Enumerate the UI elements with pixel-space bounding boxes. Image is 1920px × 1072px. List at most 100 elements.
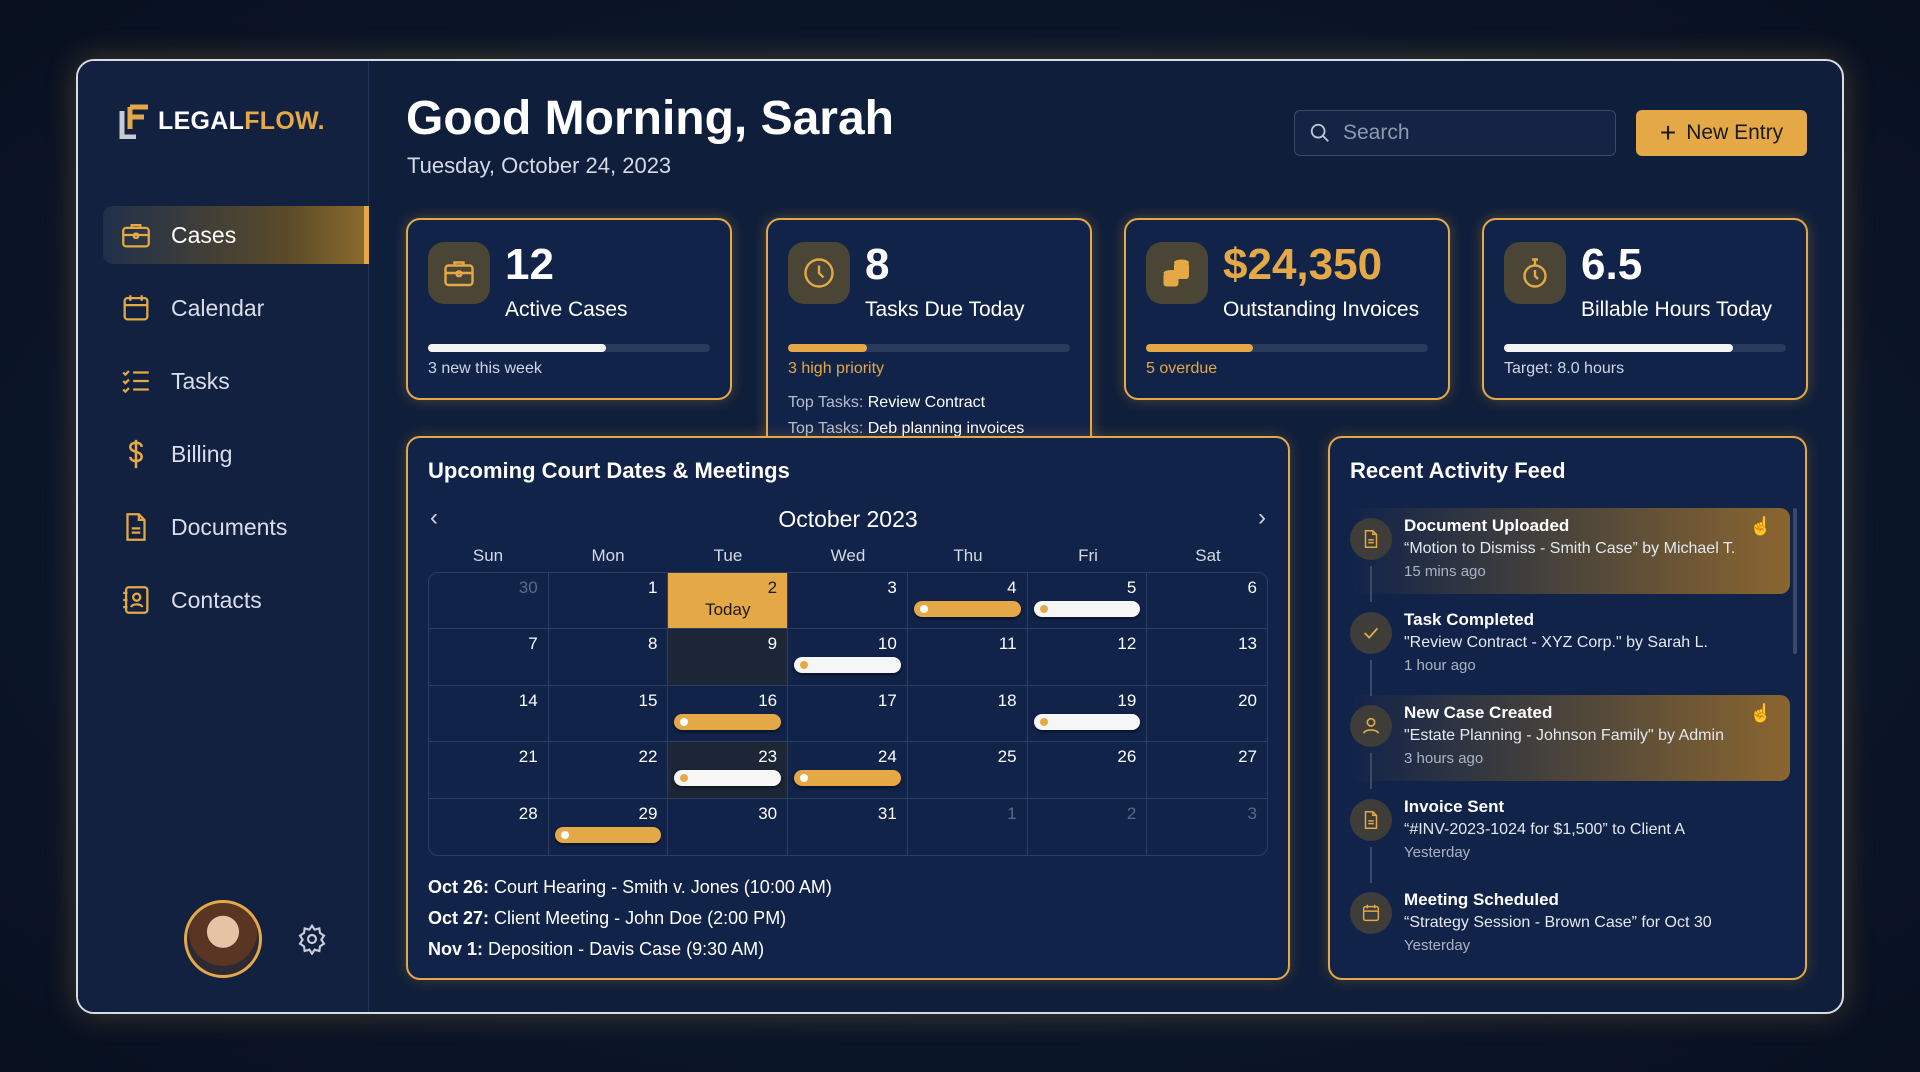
day-number: 2 (767, 578, 778, 597)
top-task[interactable]: Top Tasks: Deb planning invoices (788, 420, 1024, 438)
calendar-day[interactable]: 20 (1147, 686, 1267, 743)
calendar-event[interactable] (794, 770, 901, 787)
event-item[interactable]: Oct 26: Court Hearing - Smith v. Jones (… (428, 872, 832, 903)
day-number: 15 (638, 690, 658, 710)
app-window: LEGAL FLOW. Cases Calendar Tasks Billing Docu… (76, 59, 1844, 1014)
calendar-day[interactable]: 12 (1027, 629, 1148, 686)
top-task-prefix: Top Tasks: (788, 394, 864, 411)
sidebar-item-label: Calendar (171, 294, 265, 321)
day-number: 19 (1117, 690, 1137, 710)
event-item[interactable]: Oct 27: Client Meeting - John Doe (2:00 … (428, 903, 832, 934)
calendar-day[interactable]: 27 (1147, 742, 1267, 799)
activity-time: Yesterday (1404, 937, 1471, 954)
calendar-day[interactable]: 3 (788, 573, 908, 630)
sidebar-item-calendar[interactable]: Calendar (103, 279, 369, 337)
top-task[interactable]: Top Tasks: Review Contract (788, 394, 985, 412)
day-number: 17 (877, 690, 897, 710)
calendar-day[interactable]: 1 (908, 798, 1028, 855)
calendar-day[interactable]: 16 (668, 685, 789, 743)
current-date: Tuesday, October 24, 2023 (407, 153, 672, 178)
calendar-day[interactable]: 4 (907, 573, 1028, 630)
calendar-day[interactable]: 8 (548, 629, 669, 686)
stat-label: Billable Hours Today (1581, 298, 1773, 321)
sidebar-item-cases[interactable]: Cases (103, 206, 369, 264)
calendar-event[interactable] (674, 713, 782, 730)
calendar-day[interactable]: 28 (429, 798, 549, 855)
sidebar-item-tasks[interactable]: Tasks (103, 352, 369, 410)
day-number: 22 (638, 747, 658, 767)
calendar-day[interactable]: 2 Today (668, 573, 789, 630)
calendar-day[interactable]: 24 (788, 742, 908, 799)
calendar-day[interactable]: 2 (1028, 798, 1148, 855)
activity-item[interactable]: New Case Created "Estate Planning - John… (1350, 695, 1790, 789)
user-icon (1350, 705, 1392, 747)
brand-name-part1: LEGAL (158, 106, 245, 135)
activity-scrollbar[interactable] (1793, 508, 1797, 654)
day-number: 12 (1117, 634, 1137, 654)
timeline-connector (1370, 566, 1372, 602)
stat-card-active-cases[interactable]: 12 Active Cases 3 new this week (406, 218, 732, 400)
day-number: 5 (1126, 578, 1137, 597)
activity-title: Recent Activity Feed (1350, 458, 1566, 483)
calendar-day[interactable]: 31 (788, 798, 908, 855)
calendar-day[interactable]: 11 (907, 629, 1028, 686)
calendar-day[interactable]: 5 (1027, 573, 1148, 630)
calendar-event[interactable] (554, 826, 662, 843)
calendar-day[interactable]: 10 (788, 629, 908, 686)
stat-progress-bar (428, 344, 710, 352)
calendar-day[interactable]: 15 (548, 685, 669, 743)
logo[interactable]: LEGAL FLOW. (118, 103, 325, 139)
calendar-event[interactable] (674, 770, 782, 787)
stat-value: 8 (865, 240, 890, 289)
stat-card-billable-hours-today[interactable]: 6.5 Billable Hours Today Target: 8.0 hou… (1482, 218, 1808, 400)
calendar-day[interactable]: 9 (668, 629, 789, 686)
sidebar-item-contacts[interactable]: Contacts (103, 571, 369, 629)
calendar-day[interactable]: 14 (429, 685, 549, 743)
new-entry-button[interactable]: + New Entry (1636, 110, 1807, 156)
calendar-title: Upcoming Court Dates & Meetings (428, 458, 790, 483)
new-entry-label: New Entry (1686, 121, 1784, 144)
calendar-day[interactable]: 13 (1147, 629, 1267, 686)
calendar-day[interactable]: 18 (907, 685, 1028, 743)
prev-month-chevron-icon[interactable]: ‹ (430, 504, 438, 531)
calendar-event[interactable] (913, 601, 1021, 617)
calendar-day[interactable]: 1 (548, 573, 669, 630)
calendar-day[interactable]: 22 (548, 742, 669, 799)
stat-card-outstanding-invoices[interactable]: $24,350 Outstanding Invoices 5 overdue (1124, 218, 1450, 400)
calendar-day[interactable]: 30 (429, 573, 549, 630)
gear-icon[interactable] (296, 923, 328, 955)
activity-item[interactable]: Meeting Scheduled “Strategy Session - Br… (1350, 882, 1790, 968)
calendar-event[interactable] (1033, 713, 1141, 730)
day-number: 13 (1238, 634, 1257, 654)
day-number: 28 (518, 803, 538, 823)
sidebar-item-documents[interactable]: Documents (103, 498, 369, 556)
calendar-event[interactable] (1033, 601, 1141, 617)
calendar-event[interactable] (794, 657, 901, 674)
page-title: Good Morning, Sarah (406, 92, 894, 145)
sidebar-item-label: Documents (171, 513, 288, 540)
activity-description: “Strategy Session - Brown Case” for Oct … (1404, 914, 1712, 931)
calendar-day[interactable]: 6 (1147, 573, 1267, 630)
calendar-day[interactable]: 26 (1027, 742, 1148, 799)
calendar-day[interactable]: 29 (549, 798, 669, 855)
calendar-day[interactable]: 19 (1027, 685, 1148, 743)
calendar-day[interactable]: 25 (907, 742, 1028, 799)
activity-item[interactable]: Task Completed "Review Contract - XYZ Co… (1350, 602, 1790, 696)
calendar-day[interactable]: 23 (668, 742, 789, 799)
calendar-day[interactable]: 3 (1147, 799, 1267, 855)
avatar[interactable] (184, 900, 262, 978)
sidebar-item-billing[interactable]: Billing (103, 425, 369, 483)
calendar-day[interactable]: 7 (429, 629, 549, 686)
calendar-day[interactable]: 30 (668, 798, 789, 855)
event-item[interactable]: Nov 1: Deposition - Davis Case (9:30 AM) (428, 934, 832, 965)
next-month-chevron-icon[interactable]: › (1258, 504, 1266, 531)
event-text: Court Hearing - Smith v. Jones (10:00 AM… (494, 877, 832, 897)
calendar-day[interactable]: 21 (429, 742, 549, 799)
activity-item[interactable]: Document Uploaded “Motion to Dismiss - S… (1350, 508, 1790, 602)
weekday-label: Sat (1195, 546, 1221, 565)
calendar-day[interactable]: 17 (788, 685, 908, 743)
day-number: 23 (758, 747, 778, 767)
stat-card-tasks-due-today[interactable]: 8 Tasks Due Today 3 high priority Top Tas… (766, 218, 1092, 456)
activity-item[interactable]: Invoice Sent “#INV-2023-1024 for $1,500”… (1350, 789, 1790, 883)
search-input[interactable]: Search (1294, 110, 1616, 156)
